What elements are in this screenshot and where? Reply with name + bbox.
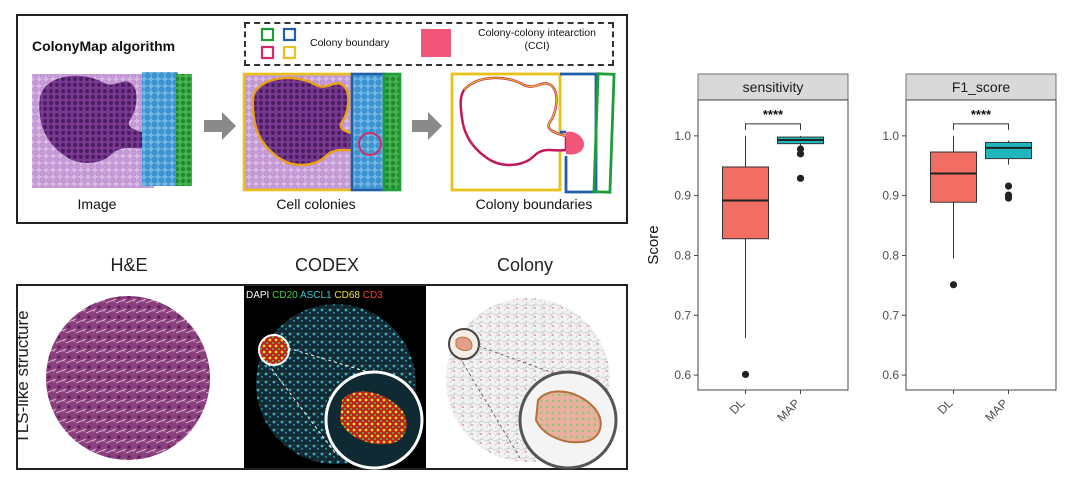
colony-green bbox=[382, 72, 402, 192]
codex-marker-cd68: CD68 bbox=[334, 290, 360, 301]
significance-label: **** bbox=[763, 107, 784, 122]
colony-boundaries-illustration bbox=[450, 72, 616, 194]
facet-title: F1_score bbox=[952, 79, 1011, 95]
algorithm-title: ColonyMap algorithm bbox=[32, 38, 176, 54]
y-axis-label: Score bbox=[645, 225, 662, 264]
x-tick-label: DL bbox=[727, 396, 748, 417]
plot-frame bbox=[905, 99, 1057, 391]
x-tick-label: MAP bbox=[774, 396, 802, 424]
outlier-point bbox=[949, 281, 958, 289]
codex-zoom-line bbox=[267, 363, 337, 455]
y-tick-label: 1.0 bbox=[674, 129, 691, 143]
colony-cci-marker bbox=[358, 132, 382, 156]
significance-bracket bbox=[953, 123, 1009, 130]
algorithm-illustrations bbox=[32, 72, 616, 194]
cell-colonies-illustration bbox=[242, 72, 402, 192]
outlier-point bbox=[741, 370, 750, 379]
green-tissue bbox=[176, 74, 192, 186]
legend-cci-label: Colony-colony intearction (CCI) bbox=[462, 27, 612, 53]
purple-colony bbox=[39, 75, 150, 163]
significance-label: **** bbox=[971, 107, 992, 122]
step-label-colony-boundaries: Colony boundaries bbox=[475, 196, 593, 212]
outlier-point bbox=[796, 150, 805, 158]
codex-marker-ascl1: ASCL1 bbox=[299, 290, 332, 301]
column-title-he: H&E bbox=[110, 255, 148, 275]
box bbox=[930, 151, 977, 203]
box bbox=[722, 166, 769, 240]
colony-zoom-colony bbox=[534, 390, 602, 444]
boundary-blue bbox=[560, 72, 598, 194]
y-tick-label: 0.7 bbox=[882, 308, 899, 322]
facet-title: sensitivity bbox=[743, 79, 804, 95]
step-label-image: Image bbox=[77, 196, 117, 212]
cci-region bbox=[566, 131, 584, 155]
codex-marker-cd20: CD20 bbox=[272, 290, 298, 301]
legend-cci-label-line2: (CCI) bbox=[524, 40, 550, 52]
legend-swatch-yellow bbox=[282, 45, 297, 60]
blue-tissue bbox=[142, 72, 178, 186]
legend-boundary-label: Colony boundary bbox=[310, 37, 390, 49]
column-title-colony: Colony bbox=[496, 255, 554, 275]
y-tick-label: 0.7 bbox=[674, 308, 691, 322]
column-title-codex: CODEX bbox=[294, 255, 359, 275]
legend-box: Colony boundary Colony-colony intearctio… bbox=[244, 22, 614, 66]
codex-marker-dapi: DAPI bbox=[246, 290, 270, 301]
colony-zoom-line bbox=[459, 357, 521, 459]
facet-strip bbox=[697, 73, 849, 101]
tls-images bbox=[46, 286, 618, 470]
outlier-point bbox=[1004, 182, 1013, 190]
legend-swatch-green bbox=[260, 27, 275, 42]
codex-zoom-colony bbox=[340, 391, 407, 445]
plot-frame bbox=[697, 99, 849, 391]
he-image bbox=[46, 296, 210, 460]
y-tick-label: 0.9 bbox=[674, 189, 691, 203]
legend-swatch-pink bbox=[260, 45, 275, 60]
algorithm-panel: ColonyMap algorithm Colony boundary Colo… bbox=[16, 14, 628, 224]
tls-panel bbox=[16, 284, 628, 470]
outlier-point bbox=[1004, 194, 1013, 202]
boxplot-figure: sensitivity 0.6 0.7 0.8 0.9 1.0 DL MAP **** Score… bbox=[645, 73, 1057, 425]
legend-swatches bbox=[260, 27, 451, 60]
x-tick-label: DL bbox=[935, 396, 956, 417]
colony-zoom-line bbox=[477, 345, 607, 393]
codex-marker-cd3: CD3 bbox=[362, 290, 383, 301]
x-tick-label: MAP bbox=[982, 396, 1010, 424]
codex-zoom-source bbox=[258, 334, 290, 366]
significance-bracket bbox=[745, 123, 801, 130]
legend-swatch-cci bbox=[421, 29, 451, 57]
y-tick-label: 0.6 bbox=[674, 368, 691, 382]
legend-swatch-blue bbox=[282, 27, 297, 42]
facet-strip bbox=[905, 73, 1057, 101]
boundary-green bbox=[592, 72, 616, 194]
y-tick-label: 0.6 bbox=[882, 368, 899, 382]
y-tick-label: 0.8 bbox=[882, 248, 899, 262]
colony-blue bbox=[350, 72, 386, 192]
box bbox=[985, 141, 1032, 160]
y-tick-label: 0.9 bbox=[882, 189, 899, 203]
codex-marker-legend: DAPI CD20 ASCL1 CD68 CD3 bbox=[246, 290, 383, 301]
arrow-right-icon bbox=[204, 112, 236, 140]
legend-cci-label-line1: Colony-colony intearction bbox=[478, 27, 596, 39]
boundary-purple-outer bbox=[463, 77, 567, 137]
y-tick-label: 0.8 bbox=[674, 248, 691, 262]
y-tick-label: 1.0 bbox=[882, 129, 899, 143]
arrow-right-icon bbox=[412, 112, 442, 140]
outlier-point bbox=[796, 174, 805, 182]
step-label-cell-colonies: Cell colonies bbox=[276, 196, 356, 212]
image-illustration bbox=[32, 72, 192, 188]
